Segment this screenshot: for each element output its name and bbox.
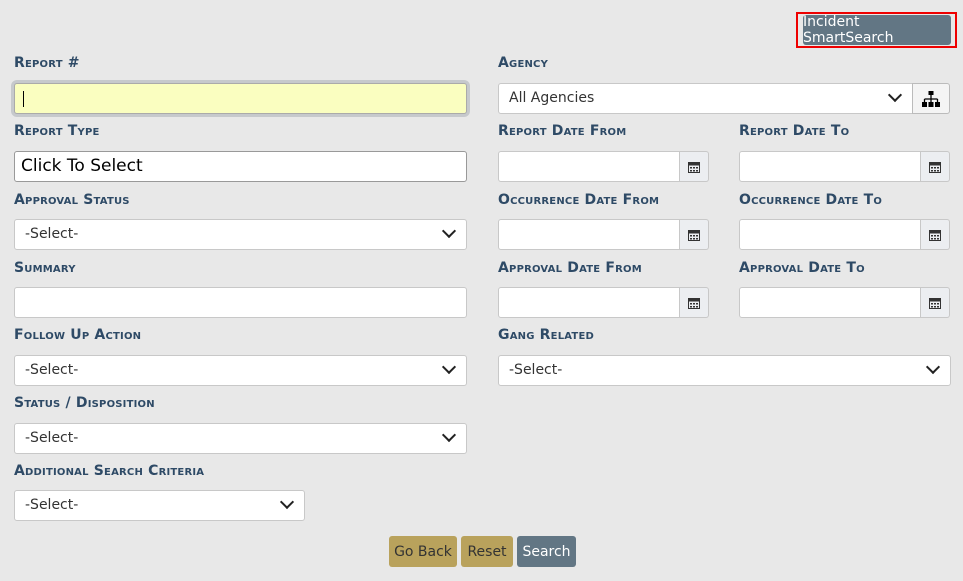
- approval-date-to-calendar-button[interactable]: [921, 287, 950, 318]
- report-date-to-calendar-button[interactable]: [921, 151, 950, 182]
- chevron-down-icon: [441, 427, 457, 443]
- approval-status-label: Approval Status: [14, 192, 130, 208]
- calendar-icon: [688, 161, 700, 173]
- text-cursor: [23, 91, 24, 107]
- approval-status-value: -Select-: [25, 226, 79, 242]
- calendar-icon: [929, 229, 941, 241]
- additional-criteria-select[interactable]: -Select-: [14, 490, 305, 521]
- report-date-to-input[interactable]: [739, 151, 921, 182]
- calendar-icon: [688, 229, 700, 241]
- report-number-label: Report #: [14, 55, 80, 71]
- follow-up-select[interactable]: -Select-: [14, 355, 467, 386]
- approval-date-from-label: Approval Date From: [498, 260, 642, 276]
- occurrence-date-to-calendar-button[interactable]: [921, 219, 950, 250]
- status-disposition-label: Status / Disposition: [14, 395, 155, 411]
- calendar-icon: [688, 297, 700, 309]
- chevron-down-icon: [441, 359, 457, 375]
- gang-related-value: -Select-: [509, 362, 563, 378]
- org-chart-icon: [922, 90, 940, 107]
- summary-input[interactable]: [14, 287, 467, 318]
- calendar-icon: [929, 297, 941, 309]
- occurrence-date-to-input[interactable]: [739, 219, 921, 250]
- occurrence-date-to-label: Occurrence Date To: [739, 192, 883, 208]
- report-date-from-calendar-button[interactable]: [680, 151, 709, 182]
- calendar-icon: [929, 161, 941, 173]
- follow-up-value: -Select-: [25, 362, 79, 378]
- summary-label: Summary: [14, 260, 76, 276]
- chevron-down-icon: [925, 359, 941, 375]
- additional-criteria-label: Additional Search Criteria: [14, 463, 205, 479]
- approval-date-to-input[interactable]: [739, 287, 921, 318]
- reset-button[interactable]: Reset: [461, 536, 513, 567]
- agency-value: All Agencies: [509, 90, 595, 106]
- approval-date-from-input[interactable]: [498, 287, 680, 318]
- search-button[interactable]: Search: [517, 536, 576, 567]
- incident-smartsearch-button[interactable]: Incident SmartSearch: [803, 14, 951, 46]
- occurrence-date-from-calendar-button[interactable]: [680, 219, 709, 250]
- go-back-button[interactable]: Go Back: [389, 536, 457, 567]
- status-disposition-select[interactable]: -Select-: [14, 423, 467, 454]
- approval-date-to-label: Approval Date To: [739, 260, 865, 276]
- chevron-down-icon: [279, 494, 295, 510]
- report-date-from-label: Report Date From: [498, 123, 627, 139]
- approval-date-from-calendar-button[interactable]: [680, 287, 709, 318]
- gang-related-select[interactable]: -Select-: [498, 355, 951, 386]
- occurrence-date-from-label: Occurrence Date From: [498, 192, 660, 208]
- chevron-down-icon: [887, 87, 903, 103]
- follow-up-label: Follow Up Action: [14, 327, 142, 343]
- chevron-down-icon: [441, 223, 457, 239]
- agency-label: Agency: [498, 55, 549, 71]
- report-date-to-label: Report Date To: [739, 123, 850, 139]
- highlight-box: [796, 12, 957, 48]
- status-disposition-value: -Select-: [25, 430, 79, 446]
- report-date-from-input[interactable]: [498, 151, 680, 182]
- occurrence-date-from-input[interactable]: [498, 219, 680, 250]
- report-type-picker[interactable]: Click To Select: [14, 151, 467, 182]
- report-type-label: Report Type: [14, 123, 100, 139]
- report-number-input[interactable]: [14, 83, 467, 114]
- agency-tree-button[interactable]: [912, 83, 950, 114]
- approval-status-select[interactable]: -Select-: [14, 219, 467, 250]
- additional-criteria-value: -Select-: [25, 497, 79, 513]
- agency-select[interactable]: All Agencies: [498, 83, 913, 114]
- gang-related-label: Gang Related: [498, 327, 594, 343]
